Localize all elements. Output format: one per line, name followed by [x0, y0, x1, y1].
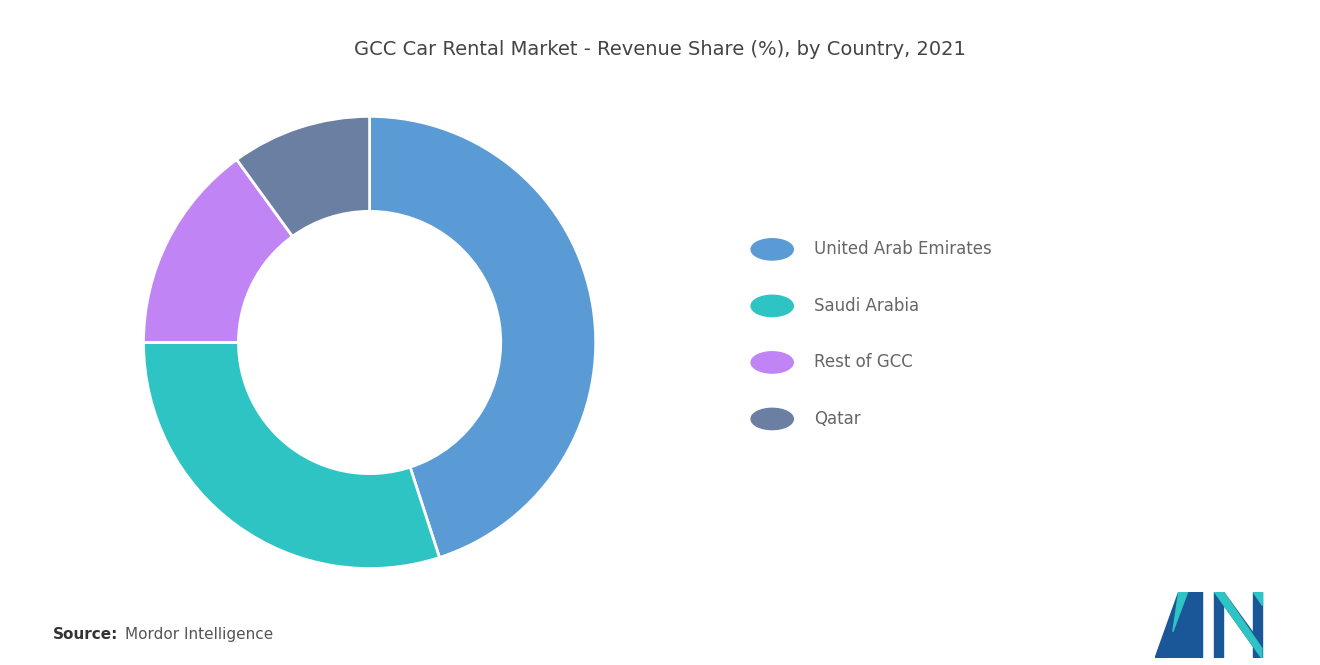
Polygon shape — [1214, 592, 1262, 658]
Text: GCC Car Rental Market - Revenue Share (%), by Country, 2021: GCC Car Rental Market - Revenue Share (%… — [354, 40, 966, 59]
Wedge shape — [370, 116, 595, 557]
Wedge shape — [236, 116, 370, 236]
Polygon shape — [1164, 592, 1203, 658]
Text: Saudi Arabia: Saudi Arabia — [814, 297, 920, 315]
Wedge shape — [144, 342, 440, 569]
Text: United Arab Emirates: United Arab Emirates — [814, 240, 993, 259]
Text: Mordor Intelligence: Mordor Intelligence — [125, 626, 273, 642]
Wedge shape — [144, 160, 293, 342]
Text: Qatar: Qatar — [814, 410, 861, 428]
Polygon shape — [1155, 592, 1188, 658]
Polygon shape — [1253, 592, 1262, 605]
Polygon shape — [1214, 592, 1224, 658]
Polygon shape — [1253, 592, 1262, 658]
Text: Source:: Source: — [53, 626, 119, 642]
Text: Rest of GCC: Rest of GCC — [814, 353, 913, 372]
Polygon shape — [1172, 592, 1188, 632]
Polygon shape — [1214, 592, 1262, 658]
